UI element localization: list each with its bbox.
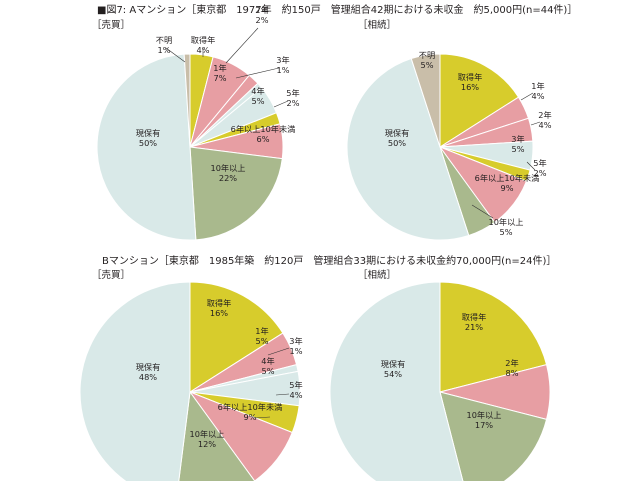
pie-slice-3-3: [329, 281, 464, 481]
slice-label-2-5: 6年以上10年未満: [218, 402, 283, 412]
pie-slice-2-7: [79, 281, 191, 481]
slice-pct-0-5: 5%: [252, 96, 265, 106]
slice-pct-2-2: 1%: [290, 346, 303, 356]
leader-line-2-5: [254, 416, 271, 419]
slice-label-0-4: 3年: [276, 55, 289, 65]
slice-pct-0-9: 50%: [139, 138, 157, 148]
slice-pct-2-7: 48%: [139, 372, 157, 382]
chart-3-title: ［売買］: [92, 269, 130, 281]
pie-slice-3-0: [439, 281, 548, 393]
slice-label-2-2: 3年: [289, 336, 302, 346]
slice-pct-3-2: 17%: [475, 420, 493, 430]
slice-label-0-5: 4年: [251, 86, 264, 96]
pie-slice-1-8: [346, 57, 470, 241]
slice-pct-2-3: 5%: [262, 366, 275, 376]
slice-label-1-7: 10年以上: [489, 217, 524, 227]
slice-pct-1-8: 50%: [388, 138, 406, 148]
pie-slice-0-0: [183, 53, 191, 148]
pie-slice-3-2: [439, 391, 548, 481]
slice-label-0-3: 2年: [255, 5, 268, 15]
slice-label-0-0: 不明: [156, 35, 172, 45]
slice-pct-1-5: 2%: [534, 168, 547, 178]
slice-label-0-9: 現保有: [136, 128, 161, 138]
leader-line-2-4: [275, 393, 290, 396]
chart-2-title: ［相続］: [358, 19, 396, 31]
slice-pct-0-0: 1%: [158, 45, 171, 55]
leader-line-1-5: [526, 161, 536, 171]
slice-pct-0-3: 2%: [256, 15, 269, 25]
slice-pct-0-7: 6%: [257, 134, 270, 144]
slice-pct-2-1: 5%: [256, 336, 269, 346]
slice-pct-1-0: 5%: [421, 60, 434, 70]
slice-pct-1-3: 4%: [539, 120, 552, 130]
slice-pct-0-1: 4%: [197, 45, 210, 55]
figure-title: ■図7: Aマンション［東京都 1977年 約150戸 管理組合42期における未…: [97, 3, 577, 16]
chart-4-title: ［相続］: [358, 269, 396, 281]
slice-pct-0-6: 2%: [287, 98, 300, 108]
leader-line-1-2: [520, 92, 534, 101]
slice-pct-2-4: 4%: [290, 390, 303, 400]
leader-line-1-3: [530, 121, 541, 126]
slice-label-1-5: 5年: [533, 158, 546, 168]
leader-line-0-0: [165, 47, 186, 63]
slice-pct-3-0: 21%: [465, 322, 483, 332]
pie-slice-2-6: [178, 390, 256, 481]
slice-label-3-3: 現保有: [381, 359, 406, 369]
slice-label-2-4: 5年: [289, 380, 302, 390]
slice-label-1-4: 3年: [511, 134, 524, 144]
slice-pct-1-7: 5%: [500, 227, 513, 237]
slice-label-0-2: 1年: [213, 63, 226, 73]
chart-1-title: ［売買］: [92, 19, 130, 31]
slice-pct-1-2: 4%: [532, 91, 545, 101]
pie-slice-1-0: [410, 53, 441, 148]
slice-label-0-1: 取得年: [191, 35, 216, 45]
slice-pct-0-4: 1%: [277, 65, 290, 75]
slice-label-1-0: 不明: [419, 50, 435, 60]
slice-pct-0-8: 22%: [219, 173, 237, 183]
slice-pct-2-0: 16%: [210, 308, 228, 318]
slice-pct-2-6: 12%: [198, 439, 216, 449]
slice-label-1-6: 6年以上10年未満: [475, 173, 540, 183]
slice-label-0-8: 10年以上: [211, 163, 246, 173]
slice-label-1-3: 2年: [538, 110, 551, 120]
slice-label-3-1: 2年: [505, 358, 518, 368]
slice-pct-3-3: 54%: [384, 369, 402, 379]
slice-pct-3-1: 8%: [506, 368, 519, 378]
leader-line-1-7: [471, 204, 494, 219]
slice-pct-2-5: 9%: [244, 412, 257, 422]
pie-slice-2-0: [189, 281, 284, 393]
pie-slice-0-9: [96, 53, 197, 241]
pie-chart-a-sale: 不明1%取得年4%1年7%2年2%3年1%4年5%5年2%6年以上10年未満6%…: [96, 5, 300, 241]
slice-label-1-8: 現保有: [385, 128, 410, 138]
leader-line-0-4: [235, 67, 280, 79]
slice-label-2-6: 10年以上: [190, 429, 225, 439]
slice-label-1-1: 取得年: [458, 72, 483, 82]
leader-line-0-6: [273, 100, 289, 108]
slice-pct-1-1: 16%: [461, 82, 479, 92]
leader-line-0-3: [225, 27, 259, 64]
slice-label-0-6: 5年: [286, 88, 299, 98]
slice-pct-1-4: 5%: [512, 144, 525, 154]
pie-slice-1-1: [439, 53, 520, 148]
slice-label-2-0: 取得年: [207, 298, 232, 308]
slice-label-2-7: 現保有: [136, 362, 161, 372]
slice-label-3-0: 取得年: [462, 312, 487, 322]
slice-label-3-2: 10年以上: [467, 410, 502, 420]
slice-label-1-2: 1年: [531, 81, 544, 91]
slice-label-2-1: 1年: [255, 326, 268, 336]
section-b-title: Bマンション［東京都 1985年築 約120戸 管理組合33期における未収金約7…: [102, 254, 556, 267]
leader-line-2-2: [267, 347, 290, 356]
pie-slice-0-8: [189, 146, 283, 241]
slice-label-0-7: 6年以上10年未満: [231, 124, 296, 134]
slice-pct-0-2: 7%: [214, 73, 227, 83]
slice-label-2-3: 4年: [261, 356, 274, 366]
slice-pct-1-6: 9%: [501, 183, 514, 193]
